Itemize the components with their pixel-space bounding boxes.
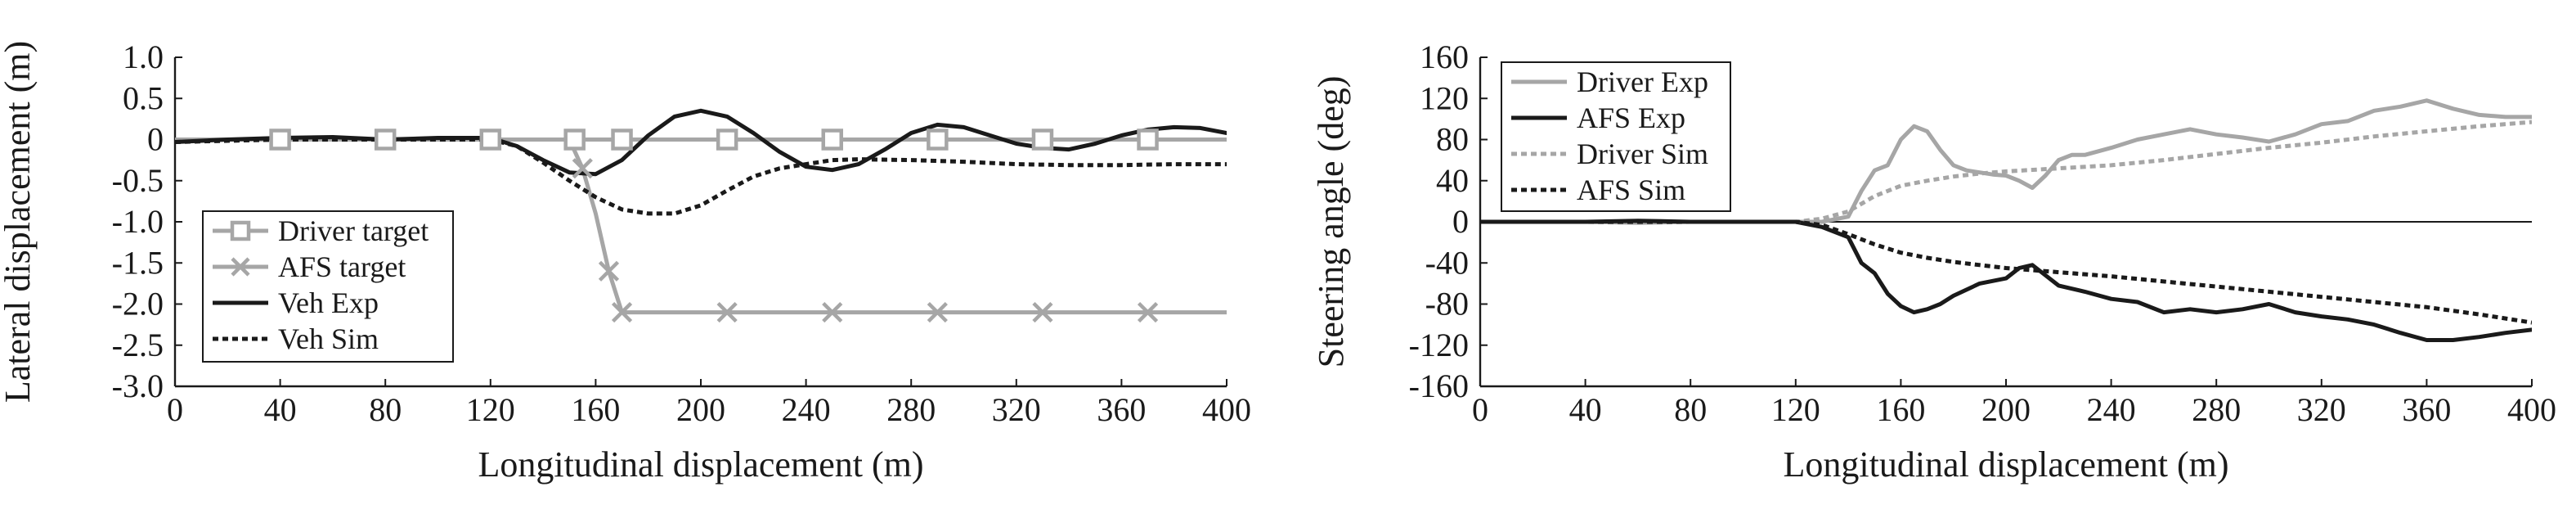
x-tick-label: 0 bbox=[1472, 391, 1488, 428]
chart-panel-2: 0 40 80 120 160 200 240 280 320 360 40016012080400… bbox=[1311, 38, 2556, 485]
marker-x bbox=[598, 260, 620, 282]
y-axis-title: Lateral displacement (m) bbox=[0, 41, 38, 403]
x-tick-label: 280 bbox=[2192, 391, 2241, 428]
x-tick-label: 360 bbox=[2402, 391, 2451, 428]
y-tick-label: 40 bbox=[1436, 162, 1469, 199]
x-tick-label: 80 bbox=[1674, 391, 1707, 428]
marker-x bbox=[822, 301, 843, 323]
legend-label: AFS Exp bbox=[1577, 101, 1685, 134]
x-tick-label: 200 bbox=[676, 391, 725, 428]
legend-marker-x bbox=[231, 257, 250, 277]
y-tick-label: 1.0 bbox=[123, 38, 164, 75]
legend-box bbox=[1501, 61, 1731, 212]
marker-x bbox=[1137, 301, 1159, 323]
marker-x bbox=[1032, 301, 1053, 323]
x-tick-label: 320 bbox=[2297, 391, 2346, 428]
x-tick-label: 120 bbox=[466, 391, 515, 428]
y-tick-label: -0.5 bbox=[112, 162, 164, 199]
legend-label: AFS target bbox=[278, 250, 406, 283]
x-tick-label: 160 bbox=[571, 391, 620, 428]
y-tick-label: -2.0 bbox=[112, 286, 164, 322]
x-tick-label: 280 bbox=[886, 391, 936, 428]
legend-label: Veh Exp bbox=[278, 286, 379, 319]
marker-square bbox=[611, 129, 633, 151]
marker-x bbox=[927, 301, 948, 323]
series-line-afs-sim bbox=[1480, 219, 2532, 325]
y-tick-label: -1.0 bbox=[112, 203, 164, 240]
y-tick-label: -3.0 bbox=[112, 367, 164, 404]
x-tick-label: 240 bbox=[2087, 391, 2136, 428]
y-tick-label: -160 bbox=[1409, 367, 1469, 404]
y-tick-label: 80 bbox=[1436, 121, 1469, 158]
chart-panel-1: 0 40 80 120 160 200 240 280 320 360 400 1.0 0.5 0 -0.5… bbox=[0, 38, 1251, 485]
legend-label: Veh Sim bbox=[278, 322, 379, 355]
plot-area bbox=[1480, 98, 2532, 342]
y-axis-title: Steering angle (deg) bbox=[1311, 76, 1351, 368]
marker-square bbox=[821, 129, 843, 151]
y-tick-label: 0.5 bbox=[123, 79, 164, 116]
x-tick-label: 40 bbox=[264, 391, 297, 428]
x-tick-label: 40 bbox=[1569, 391, 1602, 428]
y-tick-label: 160 bbox=[1420, 38, 1469, 75]
marker-square bbox=[927, 129, 949, 151]
x-tick-label: 120 bbox=[1771, 391, 1820, 428]
series-line-afs-exp bbox=[1480, 219, 2532, 342]
marker-x bbox=[572, 158, 593, 179]
x-tick-label: 400 bbox=[2507, 391, 2556, 428]
marker-square bbox=[1137, 129, 1159, 151]
x-tick-label: 240 bbox=[782, 391, 831, 428]
y-tick-label: -80 bbox=[1425, 286, 1469, 322]
marker-square bbox=[1031, 129, 1054, 151]
legend-label: Driver Exp bbox=[1577, 65, 1708, 98]
x-tick-label: 160 bbox=[1876, 391, 1925, 428]
legend-label: Driver target bbox=[278, 214, 429, 247]
y-tick-label: 0 bbox=[147, 121, 164, 158]
x-tick-label: 360 bbox=[1097, 391, 1146, 428]
legend-label: Driver Sim bbox=[1577, 138, 1708, 170]
y-tick-label: 120 bbox=[1420, 79, 1469, 116]
marker-square bbox=[563, 129, 586, 151]
y-tick-label: -120 bbox=[1409, 327, 1469, 363]
x-tick-label: 400 bbox=[1202, 391, 1251, 428]
y-tick-label: 0 bbox=[1452, 203, 1469, 240]
x-axis-title: Longitudinal displacement (m) bbox=[1784, 444, 2229, 485]
marker-x bbox=[716, 301, 738, 323]
y-tick-label: -2.5 bbox=[112, 327, 164, 363]
legend-label: AFS Sim bbox=[1577, 174, 1685, 206]
x-axis-title: Longitudinal displacement (m) bbox=[478, 444, 924, 485]
series-line-driver-exp bbox=[1480, 98, 2532, 225]
marker-square bbox=[374, 129, 397, 151]
marker-x bbox=[611, 301, 633, 323]
y-tick-label: -1.5 bbox=[112, 244, 164, 281]
x-tick-label: 200 bbox=[1981, 391, 2031, 428]
x-tick-label: 0 bbox=[167, 391, 183, 428]
y-tick-label: -40 bbox=[1425, 244, 1469, 281]
marker-square bbox=[479, 129, 502, 151]
marker-square bbox=[716, 129, 738, 151]
x-tick-label: 80 bbox=[369, 391, 402, 428]
x-tick-label: 320 bbox=[992, 391, 1041, 428]
legend-marker-square bbox=[230, 220, 251, 241]
marker-square bbox=[269, 129, 291, 151]
